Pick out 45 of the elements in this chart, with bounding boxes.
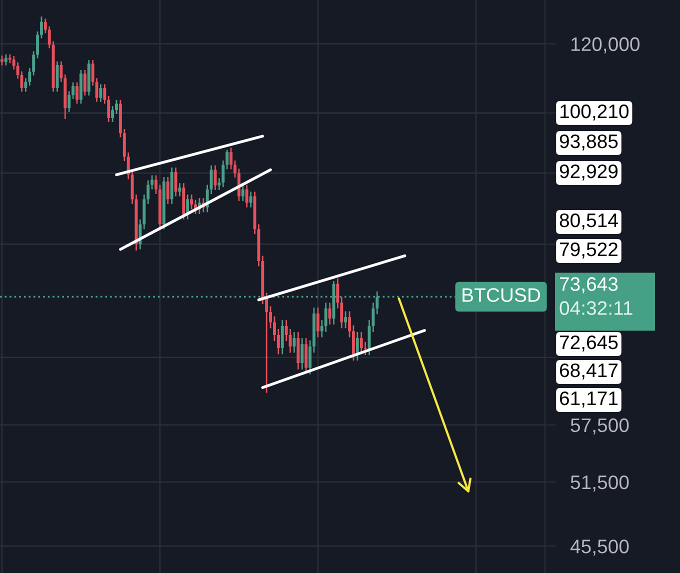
candlestick	[344, 310, 348, 329]
candlestick	[324, 302, 328, 333]
text: 68,417	[560, 363, 618, 380]
candlestick	[300, 337, 304, 370]
candlestick	[115, 99, 118, 115]
y-tick-label: 120,000	[571, 37, 640, 54]
text: 100,210	[560, 104, 629, 121]
candlestick	[356, 331, 359, 362]
text: 04:32:11	[560, 301, 632, 315]
candlestick	[360, 331, 363, 355]
candlestick	[348, 310, 351, 338]
text: 80,514	[560, 213, 618, 230]
candlestick	[249, 191, 252, 208]
text: 93,885	[560, 134, 618, 151]
candlestick	[292, 331, 296, 354]
candlestick	[190, 194, 194, 210]
candlestick	[99, 84, 102, 102]
candlestick	[0, 54, 4, 66]
text: 61,171	[560, 391, 618, 408]
candlestick	[280, 319, 284, 355]
candlestick	[241, 184, 244, 202]
text: 92,929	[560, 164, 618, 181]
candlestick	[304, 337, 308, 372]
candlestick	[288, 328, 292, 354]
candlestick	[154, 174, 158, 195]
annotation: BTCUSD	[462, 288, 540, 302]
candlestick	[352, 324, 355, 362]
y-tick-label: 51,500	[570, 475, 629, 492]
candlestick	[83, 69, 86, 96]
candlestick	[40, 16, 43, 39]
y-tick-label: 45,500	[570, 540, 629, 556]
candlestick	[76, 82, 78, 104]
y-tick-label: 57,500	[570, 418, 629, 434]
ref-line-label: 73,643	[560, 277, 618, 294]
candlestick	[178, 182, 182, 198]
candlestick	[245, 184, 248, 208]
candlestick	[364, 341, 367, 356]
candlestick	[166, 176, 170, 205]
candlestick	[308, 340, 312, 375]
text: 79,522	[560, 242, 618, 259]
candlestick	[4, 54, 8, 66]
candlestick	[316, 307, 320, 338]
candlestick	[230, 146, 233, 170]
text: 72,645	[560, 335, 618, 352]
candlestick	[111, 105, 114, 123]
